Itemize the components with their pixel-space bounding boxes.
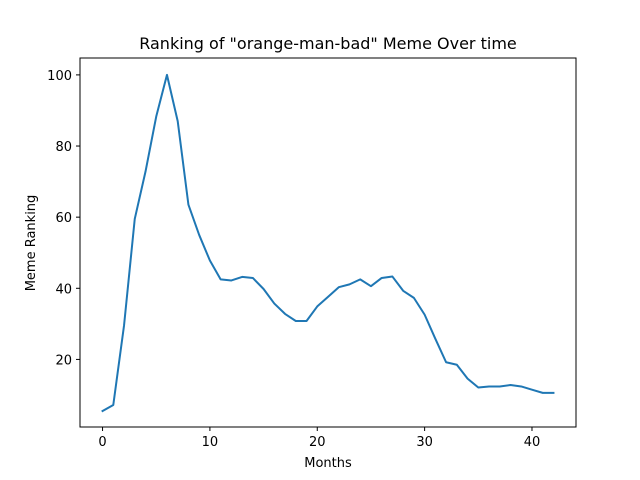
data-point <box>102 410 104 412</box>
data-point <box>434 338 436 340</box>
data-point <box>263 288 265 290</box>
data-point <box>177 120 179 122</box>
data-point <box>230 279 232 281</box>
data-point <box>144 171 146 173</box>
data-point <box>273 303 275 305</box>
data-point <box>542 392 544 394</box>
data-point <box>134 218 136 220</box>
axes-layer: 0 10 20 30 40 20 40 60 80 100 <box>47 57 577 450</box>
data-point <box>112 404 114 406</box>
y-tick-label: 80 <box>55 140 72 155</box>
data-point <box>166 74 168 76</box>
data-point <box>552 392 554 394</box>
data-point <box>531 389 533 391</box>
data-point <box>252 277 254 279</box>
data-point <box>198 234 200 236</box>
y-tick-label: 20 <box>55 353 72 368</box>
data-point <box>424 314 426 316</box>
x-axis-label: Months <box>304 456 352 471</box>
x-tick-label: 20 <box>309 435 326 450</box>
data-point <box>327 296 329 298</box>
data-point <box>187 204 189 206</box>
x-tick-label: 10 <box>202 435 219 450</box>
data-point <box>456 364 458 366</box>
plot-frame <box>79 57 577 428</box>
data-point <box>284 313 286 315</box>
data-point <box>499 385 501 387</box>
data-point <box>467 378 469 380</box>
data-point <box>370 285 372 287</box>
series-layer <box>101 73 555 413</box>
data-point <box>445 361 447 363</box>
x-tick-label: 30 <box>416 435 433 450</box>
data-point <box>391 276 393 278</box>
data-point <box>123 325 125 327</box>
data-point <box>402 290 404 292</box>
y-tick-label: 40 <box>55 282 72 297</box>
data-point <box>520 385 522 387</box>
x-tick-label: 0 <box>98 435 106 450</box>
chart-title: Ranking of "orange-man-bad" Meme Over ti… <box>139 34 517 53</box>
data-point <box>477 387 479 389</box>
series-line-0 <box>101 73 555 413</box>
data-point <box>209 260 211 262</box>
data-point <box>348 283 350 285</box>
data-point <box>381 277 383 279</box>
data-point <box>306 320 308 322</box>
data-point <box>220 278 222 280</box>
y-tick-label: 100 <box>47 69 72 84</box>
y-axis-label: Meme Ranking <box>24 195 39 292</box>
data-point <box>488 385 490 387</box>
data-point <box>510 384 512 386</box>
data-point <box>338 286 340 288</box>
data-point <box>241 276 243 278</box>
y-tick-label: 60 <box>55 211 72 226</box>
data-point <box>316 305 318 307</box>
data-point <box>413 297 415 299</box>
x-tick-label: 40 <box>524 435 541 450</box>
data-point <box>295 320 297 322</box>
data-point <box>359 278 361 280</box>
data-point <box>155 116 157 118</box>
